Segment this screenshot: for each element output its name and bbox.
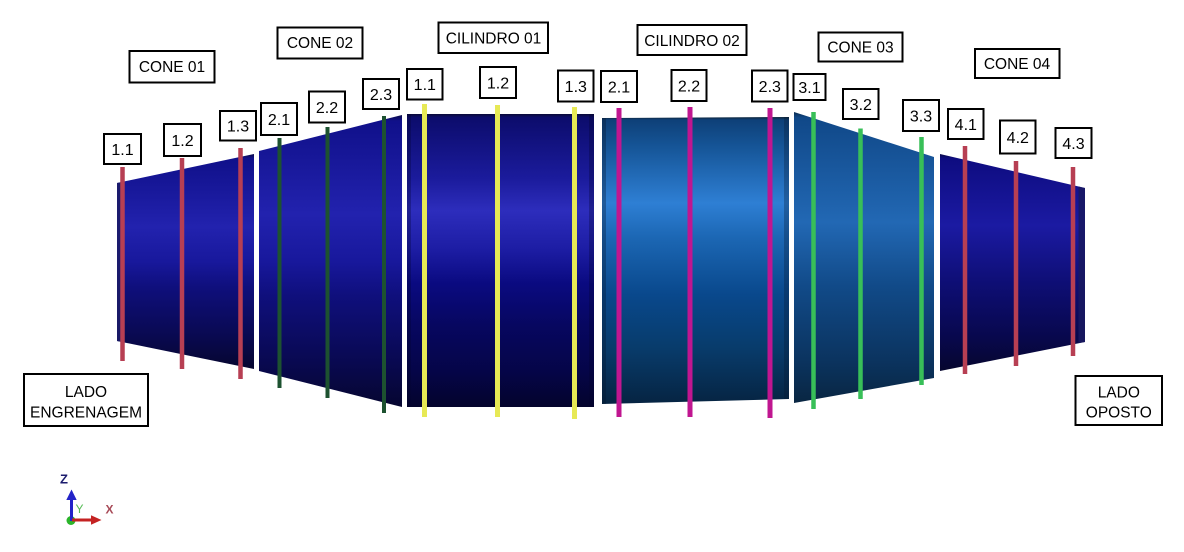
svg-text:CILINDRO 01: CILINDRO 01 [446,31,542,48]
svg-text:X: X [106,503,114,517]
svg-text:LADO: LADO [65,384,107,401]
svg-text:CONE 03: CONE 03 [827,40,893,57]
svg-text:CILINDRO 02: CILINDRO 02 [644,33,740,50]
svg-text:LADO: LADO [1098,385,1140,402]
svg-text:OPOSTO: OPOSTO [1086,405,1152,422]
svg-text:4.1: 4.1 [955,117,977,134]
svg-text:3.2: 3.2 [850,97,872,114]
svg-text:1.3: 1.3 [565,79,587,96]
svg-text:2.2: 2.2 [316,100,338,117]
svg-text:1.1: 1.1 [111,142,133,159]
svg-text:3.1: 3.1 [798,80,820,97]
svg-text:2.1: 2.1 [608,80,630,97]
svg-text:3.3: 3.3 [910,109,932,126]
svg-text:Y: Y [76,502,84,516]
svg-text:CONE 02: CONE 02 [287,35,353,52]
svg-text:ENGRENAGEM: ENGRENAGEM [30,405,142,422]
svg-text:Z: Z [60,472,68,487]
svg-text:2.3: 2.3 [370,87,392,104]
svg-text:1.3: 1.3 [227,119,249,136]
svg-text:4.3: 4.3 [1062,136,1084,153]
svg-text:2.1: 2.1 [268,112,290,129]
svg-text:4.2: 4.2 [1007,130,1029,147]
svg-text:CONE 01: CONE 01 [139,59,205,76]
svg-text:1.1: 1.1 [414,77,436,94]
svg-text:2.3: 2.3 [759,79,781,96]
svg-text:1.2: 1.2 [171,133,193,150]
svg-text:1.2: 1.2 [487,76,509,93]
svg-text:CONE 04: CONE 04 [984,56,1051,73]
svg-text:2.2: 2.2 [678,79,700,96]
